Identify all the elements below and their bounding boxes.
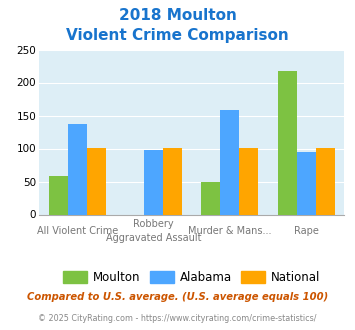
Bar <box>68 124 87 214</box>
Text: Rape: Rape <box>294 226 319 236</box>
Text: Aggravated Assault: Aggravated Assault <box>106 233 201 243</box>
Bar <box>220 110 239 214</box>
Text: Robbery: Robbery <box>133 219 174 229</box>
Bar <box>239 148 258 214</box>
Text: 2018 Moulton: 2018 Moulton <box>119 8 236 23</box>
Bar <box>278 71 297 215</box>
Text: Violent Crime Comparison: Violent Crime Comparison <box>66 28 289 43</box>
Text: All Violent Crime: All Violent Crime <box>37 226 118 236</box>
Bar <box>144 150 163 214</box>
Text: Murder & Mans...: Murder & Mans... <box>188 226 272 236</box>
Text: © 2025 CityRating.com - https://www.cityrating.com/crime-statistics/: © 2025 CityRating.com - https://www.city… <box>38 314 317 323</box>
Bar <box>163 148 182 214</box>
Bar <box>201 182 220 215</box>
Bar <box>297 152 316 214</box>
Bar <box>49 176 68 214</box>
Legend: Moulton, Alabama, National: Moulton, Alabama, National <box>59 267 324 289</box>
Bar <box>87 148 106 214</box>
Text: Compared to U.S. average. (U.S. average equals 100): Compared to U.S. average. (U.S. average … <box>27 292 328 302</box>
Bar <box>316 148 335 214</box>
